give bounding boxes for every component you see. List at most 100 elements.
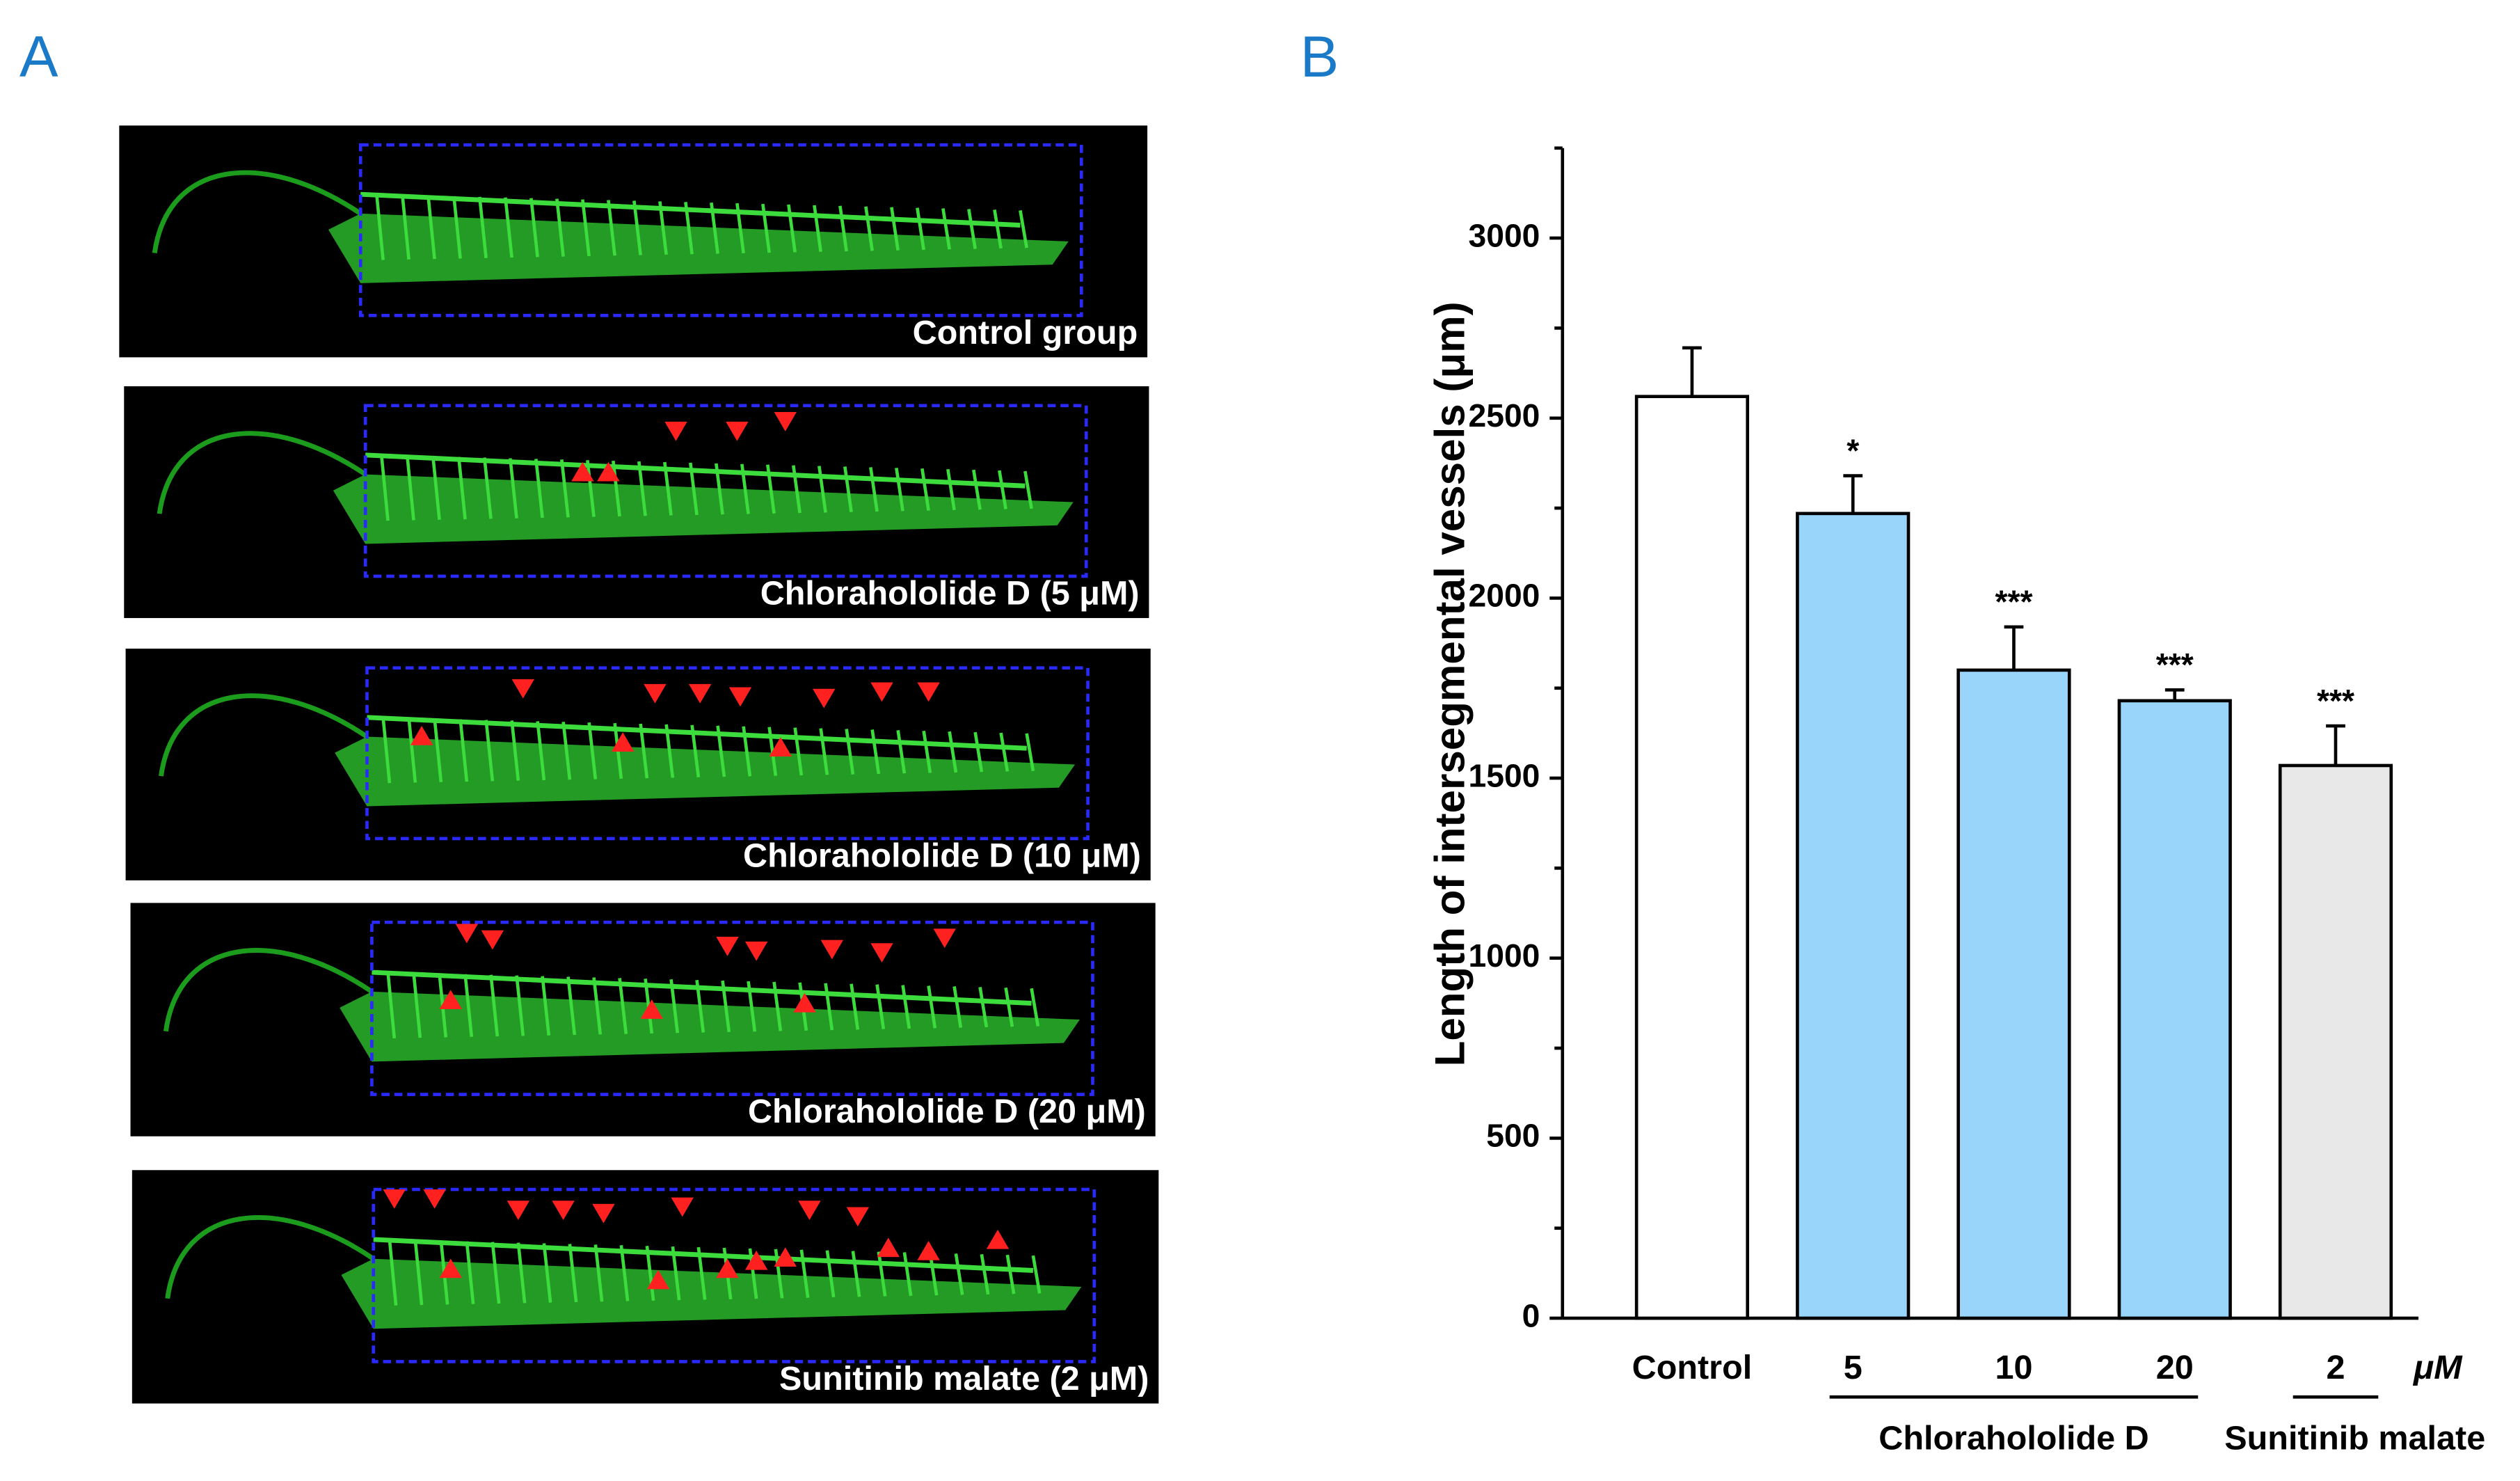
vessel <box>536 721 546 781</box>
roi-box <box>365 666 1090 841</box>
vessel <box>843 466 853 513</box>
vessel <box>747 981 757 1032</box>
marker-arrowhead <box>986 1229 1010 1249</box>
marker-arrowhead <box>716 936 739 956</box>
vessel <box>560 459 570 518</box>
vessel <box>542 1243 552 1303</box>
embryo-trunk <box>340 991 1080 1062</box>
x-tick-label: 10 <box>1995 1349 2032 1386</box>
vessel <box>658 201 668 255</box>
vessel <box>920 468 930 511</box>
vessel <box>489 974 500 1037</box>
marker-arrowhead <box>716 1258 739 1278</box>
vessel <box>586 459 596 517</box>
image-caption: Chlorahololide D (10 μM) <box>743 837 1141 874</box>
marker-arrowhead <box>644 683 667 704</box>
vessel <box>850 983 860 1030</box>
marker-arrowhead <box>455 924 479 944</box>
vessel <box>825 1250 836 1298</box>
embryo-head <box>163 948 374 1032</box>
vessel <box>999 732 1010 772</box>
y-tick-label: 1500 <box>1469 757 1540 793</box>
vessel <box>375 193 385 260</box>
vessel <box>922 730 932 773</box>
vessel <box>813 205 822 253</box>
significance-label: *** <box>2317 683 2354 719</box>
marker-arrowhead <box>726 421 749 441</box>
marker-arrowhead <box>439 990 462 1010</box>
vessel <box>772 981 783 1031</box>
y-tick-label: 2000 <box>1469 578 1540 614</box>
vessel <box>386 972 397 1039</box>
embryo-trunk <box>335 736 1076 807</box>
vessel <box>465 1241 475 1304</box>
bar-chart: 0 500 1000 1500 2000 2500 3000 Length of inters… <box>1426 146 2485 1457</box>
vessel <box>401 194 410 260</box>
vessel <box>761 203 771 253</box>
marker-arrowhead <box>592 1203 615 1223</box>
marker-arrowhead <box>597 461 620 482</box>
vessel <box>684 201 694 255</box>
vessel <box>388 1239 398 1306</box>
marker-arrowhead <box>383 1189 406 1209</box>
vessel <box>671 1246 681 1301</box>
vessel <box>716 725 726 777</box>
vessel <box>896 729 907 774</box>
vessel <box>483 457 493 519</box>
panel-label: A <box>19 24 58 89</box>
vessel <box>740 464 750 514</box>
x-tick-label: 2 <box>2326 1349 2345 1386</box>
vessel <box>1030 988 1040 1027</box>
vessel <box>946 468 956 511</box>
panel-label: B <box>1300 24 1339 89</box>
vessel <box>581 199 591 257</box>
vessel <box>619 1245 630 1301</box>
vessel <box>993 209 1003 249</box>
vessel <box>742 726 752 777</box>
vessel <box>592 977 603 1035</box>
vessel <box>838 205 848 252</box>
vessel <box>851 1251 861 1297</box>
marker-arrowhead <box>671 1197 694 1217</box>
marker-arrowhead <box>846 1207 870 1227</box>
image-caption: Chlorahololide D (5 μM) <box>760 575 1140 612</box>
vessel <box>895 467 904 512</box>
vessel <box>748 1248 758 1299</box>
vessel <box>664 724 675 778</box>
marker-arrowhead <box>813 688 836 708</box>
vessel <box>690 724 701 778</box>
dorsal-vessel <box>367 715 1027 751</box>
x-tick-label: Control <box>1632 1349 1753 1386</box>
x-tick-label: 5 <box>1844 1349 1863 1386</box>
vessel <box>845 729 855 775</box>
marker-arrowhead <box>870 943 893 963</box>
vessel <box>941 208 951 250</box>
vessel <box>566 976 577 1036</box>
marker-arrowhead <box>933 928 956 949</box>
group-label: Sunitinib malate <box>2224 1420 2485 1457</box>
bar <box>2278 763 2393 1320</box>
vessel <box>555 198 565 257</box>
marker-arrowhead <box>820 940 844 960</box>
marker-arrowhead <box>917 682 940 702</box>
vessel <box>463 974 474 1038</box>
vessel <box>792 465 802 514</box>
vessel <box>632 200 642 255</box>
marker-arrowhead <box>877 1237 900 1258</box>
roi-box <box>363 404 1088 578</box>
vessel <box>568 1244 578 1303</box>
marker-arrowhead <box>798 1201 821 1220</box>
embryo-head <box>159 693 369 777</box>
vessel <box>870 729 881 775</box>
vessel <box>819 728 829 775</box>
marker-arrowhead <box>439 1258 462 1278</box>
marker-arrowhead <box>689 683 712 704</box>
vessel <box>715 463 724 515</box>
y-tick-label: 1000 <box>1469 937 1540 974</box>
vessel <box>478 196 488 259</box>
embryo-head <box>165 1215 375 1299</box>
image-caption: Chlorahololide D (20 μM) <box>748 1093 1146 1130</box>
embryo-head <box>157 431 367 514</box>
